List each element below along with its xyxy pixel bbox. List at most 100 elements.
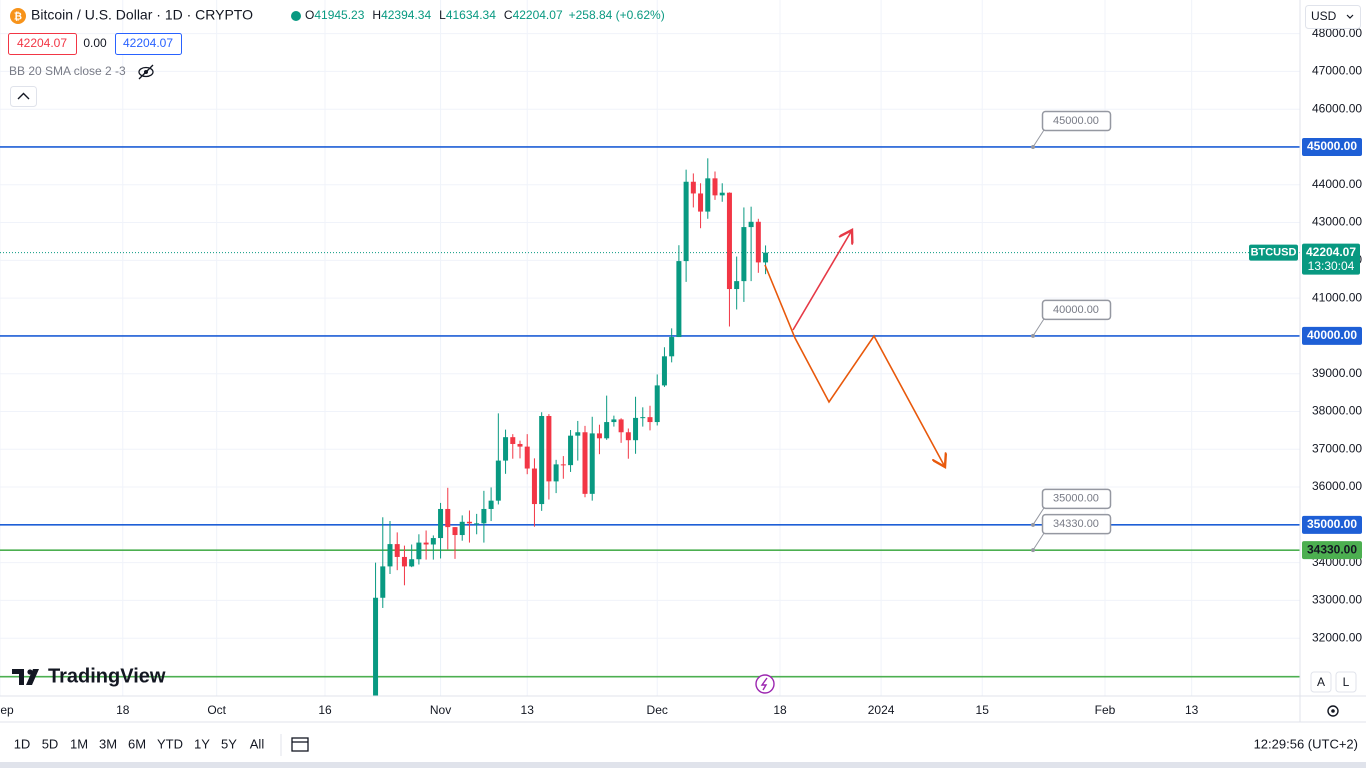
range-button[interactable]: 5Y (221, 736, 237, 751)
candle-body (459, 521, 465, 536)
x-tick-label: Nov (430, 703, 451, 717)
candle-body (647, 417, 653, 423)
ohlc-value: 41945.23 (314, 8, 364, 22)
hide-icon[interactable] (138, 64, 154, 80)
candle-body (568, 435, 574, 466)
candle-body (524, 446, 530, 469)
down-arrow (764, 264, 945, 467)
x-tick-label: 13 (1185, 703, 1199, 717)
callout-box (1041, 488, 1112, 510)
candle-body (387, 544, 393, 567)
x-tick-label: ep (0, 703, 14, 717)
ohlc: O41945.23 H42394.34 L41634.34 C42204.07 +258… (305, 8, 665, 22)
callout-anchor (1031, 548, 1035, 553)
candle-body (640, 417, 646, 419)
x-tick-label: 13 (521, 703, 535, 717)
y-tick-label: 47000.00 (1312, 64, 1362, 78)
y-tick-label: 41000.00 (1312, 290, 1362, 304)
ohlc-value: 42204.07 (513, 8, 563, 22)
candle-body (698, 193, 704, 212)
callout-box (1041, 299, 1112, 321)
level-tag (1302, 515, 1362, 534)
y-tick-label: 48000.00 (1312, 26, 1362, 40)
y-tick-label: 43000.00 (1312, 215, 1362, 229)
range-button[interactable]: 1M (70, 736, 88, 751)
price-tag (1302, 243, 1360, 275)
candle-body (452, 527, 458, 536)
candle-body (445, 508, 451, 528)
level-tag (1302, 541, 1362, 560)
x-tick-label: Feb (1095, 703, 1116, 717)
sell-price: 42204.07 (17, 36, 67, 50)
y-tick-label: 39000.00 (1312, 366, 1362, 380)
sell-box[interactable] (8, 33, 77, 55)
candle-body (438, 508, 444, 539)
scale-button[interactable] (1310, 671, 1332, 693)
settings-icon[interactable] (1327, 705, 1339, 717)
levels (0, 146, 1300, 678)
candle-body (661, 356, 667, 386)
candle-body (401, 556, 407, 567)
candle-body (589, 433, 595, 494)
level-tag (1302, 137, 1362, 156)
buy-box[interactable] (115, 33, 182, 55)
range-button[interactable]: 5D (42, 736, 59, 751)
range-button[interactable]: YTD (157, 736, 183, 751)
candle-body (423, 542, 429, 545)
change: +258.84 (+0.62%) (569, 8, 665, 22)
callout-label: 34330.00 (1053, 518, 1099, 530)
candle-body (466, 521, 472, 524)
ohlc-label: C (504, 8, 513, 22)
level-tag (1302, 326, 1362, 345)
callout-line (1032, 129, 1045, 148)
candle-body (517, 443, 523, 447)
y-tick-label: 37000.00 (1312, 441, 1362, 455)
logo-mark (12, 669, 39, 685)
level-tag-label: 35000.00 (1307, 517, 1357, 531)
y-tick-label: 46000.00 (1312, 101, 1362, 115)
collapse-button[interactable] (10, 86, 37, 107)
indicator: BB 20 SMA close 2 -3 (9, 64, 126, 78)
candle-body (488, 500, 494, 509)
y-tick-label: 44000.00 (1312, 177, 1362, 191)
ohlc-value: 42394.34 (381, 8, 431, 22)
callout-anchor (1031, 144, 1035, 149)
price-tag-label: 42204.07 (1306, 245, 1356, 259)
currency-select[interactable] (1305, 5, 1361, 29)
level-tag-label: 34330.00 (1307, 542, 1357, 556)
grid (0, 0, 1300, 696)
candle-body (373, 597, 379, 696)
candle-body (596, 433, 602, 439)
y-tick-label: 36000.00 (1312, 479, 1362, 493)
candle-body (380, 566, 386, 598)
range-button[interactable]: 1D (14, 736, 31, 751)
callout-anchor (1031, 333, 1035, 338)
ohlc-label: O (305, 8, 314, 22)
events-glyph (760, 677, 768, 691)
x-tick-label: Oct (207, 703, 226, 717)
symbol-tag-label: BTCUSD (1251, 247, 1297, 259)
callout-line (1032, 318, 1045, 337)
range-button[interactable]: 3M (99, 736, 117, 751)
candle-body (575, 432, 581, 436)
candle-body (546, 416, 552, 482)
currency: USD (1311, 9, 1337, 23)
candle-body (503, 437, 509, 461)
toolbar: 1D 5D 1M 3M 6M YTD 1Y 5Y All (14, 736, 265, 751)
scale-button[interactable] (1335, 671, 1357, 693)
ohlc-label: H (372, 8, 381, 22)
x-tick-label: Dec (647, 703, 668, 717)
range-button[interactable]: 1Y (194, 736, 210, 751)
candle-body (531, 468, 537, 505)
events-icon[interactable] (755, 674, 775, 694)
level-tag-label: 40000.00 (1307, 328, 1357, 342)
calendar-icon[interactable] (291, 737, 309, 752)
callout-label: 45000.00 (1053, 115, 1099, 127)
logo: TradingView (48, 665, 166, 687)
y-tick-label: 32000.00 (1312, 630, 1362, 644)
range-button[interactable]: 6M (128, 736, 146, 751)
range-button[interactable]: All (250, 736, 265, 751)
candle-body (495, 460, 501, 501)
